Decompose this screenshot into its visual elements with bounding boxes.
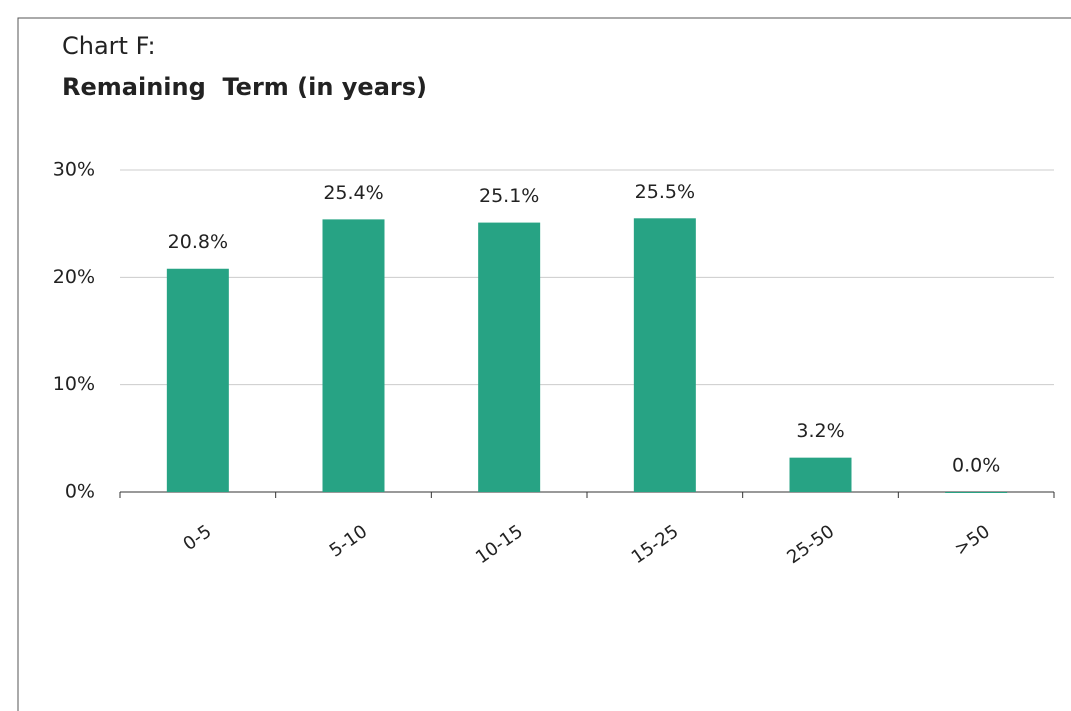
- y-tick-label: 30%: [53, 159, 95, 181]
- y-tick-label: 20%: [53, 266, 95, 288]
- chart-title: Chart F:: [62, 32, 156, 60]
- x-tick-label: >50: [951, 521, 994, 560]
- bar: [166, 268, 229, 492]
- bar: [633, 218, 696, 493]
- y-tick-label: 0%: [65, 481, 95, 503]
- x-tick-label: 15-25: [628, 521, 683, 568]
- value-label: 0.0%: [952, 455, 1000, 477]
- x-tick-label: 10-15: [472, 521, 527, 568]
- value-label: 3.2%: [796, 420, 844, 442]
- value-label: 25.5%: [635, 181, 695, 203]
- chart-subtitle: Remaining Term (in years): [62, 73, 427, 101]
- x-tick-label: 25-50: [783, 521, 838, 568]
- value-label: 25.1%: [479, 185, 539, 207]
- x-tick-label: 5-10: [326, 521, 372, 562]
- bar: [945, 492, 1008, 493]
- value-label: 25.4%: [323, 182, 383, 204]
- value-label: 20.8%: [168, 231, 228, 253]
- y-tick-label: 10%: [53, 373, 95, 395]
- bar: [478, 222, 541, 493]
- bar: [322, 219, 385, 492]
- x-tick-label: 0-5: [179, 521, 215, 555]
- bar: [789, 457, 852, 492]
- frame: [17, 17, 1071, 711]
